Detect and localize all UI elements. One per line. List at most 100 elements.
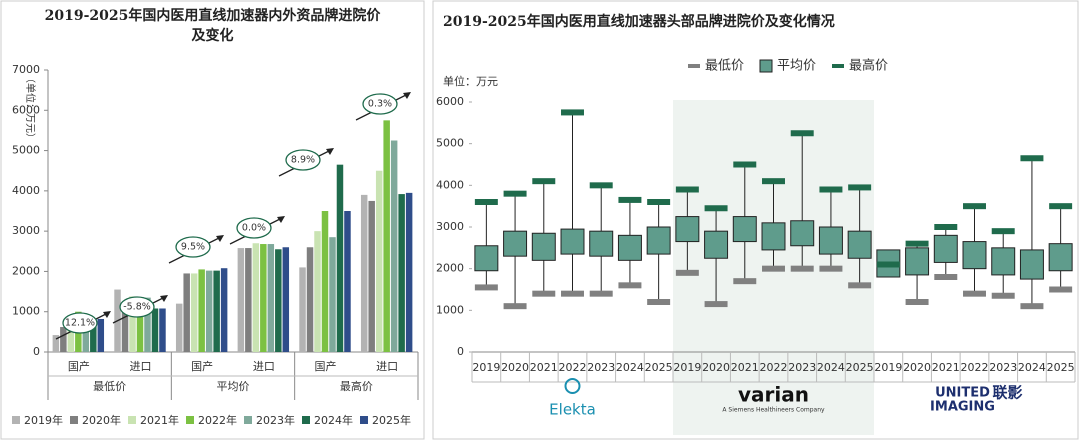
y-tick-label: 2000 [12,264,40,277]
bar [97,318,105,352]
y-tick-label: 0 [33,345,40,358]
legend-label: 2019年 [24,413,63,427]
x-tick-label: 2021 [932,361,960,374]
legend-swatch [759,59,773,73]
avg-box [1048,243,1073,272]
avg-box [589,230,614,257]
bar [136,311,144,352]
bar [82,318,90,352]
x-tick-label: 国产 [191,359,213,373]
avg-box [905,247,930,276]
avg-box [675,216,700,243]
group-label: 最低价 [93,380,126,393]
legend-label: 2023年 [256,413,295,427]
bar [314,231,321,352]
x-tick-label: 2023 [788,361,816,374]
arrow-head [160,295,168,302]
legend-label: 2020年 [82,413,121,427]
bar [237,248,245,352]
max-marker [532,178,556,185]
x-tick-label: 2024 [817,361,845,374]
panel-border [0,0,425,440]
annotation: 0.3% [368,99,392,110]
max-marker [876,261,900,268]
legend-label: 最低价 [705,59,744,74]
x-tick-label: 2021 [731,361,759,374]
x-tick-label: 2025 [645,361,673,374]
brand-label: UNITED [935,386,990,401]
min-marker [503,303,527,310]
bar [383,120,390,352]
group-label: 平均价 [217,380,250,393]
avg-box [790,220,815,247]
bar [267,244,275,352]
max-marker [704,205,728,212]
min-marker [675,269,699,276]
min-marker [762,265,785,272]
y-axis-label: （单位：万元） [24,73,37,143]
min-marker [589,290,613,297]
max-marker [762,178,785,185]
x-tick-label: 2019 [874,361,902,374]
max-marker [503,190,527,197]
bar [275,249,282,352]
bar [321,211,329,352]
bar [60,327,67,352]
legend-label: 平均价 [777,59,816,74]
max-marker [934,224,958,230]
min-marker [1049,286,1073,293]
min-marker [733,278,757,285]
chart-title: 2019-2025年国内医用直线加速器头部品牌进院价及变化情况 [443,13,835,30]
brand-label: 联影 [993,384,1023,402]
bar [129,296,136,352]
annotation: 0.0% [242,223,266,234]
x-tick-label: 2021 [530,361,558,374]
bar [198,269,205,352]
avg-box [761,222,786,251]
y-tick-label: 1000 [436,303,464,316]
min-marker [991,292,1015,299]
x-tick-label: 2024 [616,361,644,374]
max-marker [589,182,613,189]
bar [183,273,190,352]
x-tick-label: 2025 [1047,361,1075,374]
y-tick-label: 0 [457,345,464,358]
avg-box [646,226,671,255]
arrow-head [216,235,224,242]
avg-box [933,234,958,263]
y-tick-label: 5000 [12,144,40,157]
max-marker [790,130,814,137]
bar [398,194,405,352]
y-tick-label: 3000 [436,220,464,233]
min-marker [474,284,498,291]
legend-label: 2024年 [314,413,353,427]
annotation-bubble [285,149,321,171]
bar [67,318,75,352]
brand-label: varian [738,383,809,407]
y-tick-label: 5000 [436,137,464,150]
min-marker [561,290,584,297]
y-axis-label: 单位：万元 [443,74,498,88]
panel-border [432,0,1079,440]
legend-label: 2022年 [198,413,237,427]
bar [190,273,198,352]
legend-swatch [186,416,194,424]
min-marker [819,265,843,272]
annotation: 12.1% [65,318,95,329]
y-tick-label: 4000 [436,178,464,191]
avg-box [503,230,528,257]
brand-label: IMAGING [930,400,995,415]
avg-box [474,245,499,272]
bar [121,307,129,352]
max-marker [561,109,584,116]
brand-icon [564,378,581,394]
bar [306,247,314,352]
bar [344,211,351,352]
avg-box [531,232,556,261]
legend-swatch [12,416,20,424]
y-tick-label: 3000 [12,224,40,237]
legend-swatch [302,416,310,424]
bar [360,194,368,352]
